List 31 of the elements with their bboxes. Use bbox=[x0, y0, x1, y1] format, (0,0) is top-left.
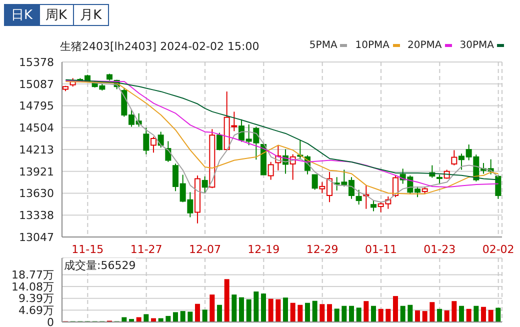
y-tick-label: 14504 bbox=[19, 122, 54, 135]
y-tick-label: 14.08万 bbox=[12, 280, 54, 294]
legend-label: 5PMA bbox=[309, 40, 338, 51]
y-tick-label: 9.39万 bbox=[18, 292, 54, 306]
legend-label: 20PMA bbox=[408, 40, 442, 51]
legend-label: 10PMA bbox=[355, 40, 390, 51]
x-tick-label: 01-11 bbox=[365, 242, 397, 256]
x-tick-label: 12-07 bbox=[189, 242, 221, 256]
x-tick-label: 02-02 bbox=[482, 242, 514, 256]
y-tick-label: 13921 bbox=[19, 165, 54, 178]
x-tick-label: 11-15 bbox=[72, 242, 104, 256]
legend-label: 30PMA bbox=[460, 40, 494, 51]
y-tick-label: 0 bbox=[47, 316, 54, 327]
y-tick-label: 13630 bbox=[19, 187, 54, 200]
chart-title: 生猪2403[lh2403] 2024-02-02 15:00 bbox=[60, 39, 260, 54]
y-tick-label: 14213 bbox=[19, 143, 54, 156]
text: 月K bbox=[73, 4, 109, 26]
y-tick-label: 13047 bbox=[19, 230, 54, 244]
x-tick-label: 12-19 bbox=[248, 242, 280, 256]
x-tick-label: 11-27 bbox=[130, 242, 162, 256]
y-tick-label: 14795 bbox=[19, 100, 54, 113]
y-tick-label: 15378 bbox=[19, 56, 54, 69]
y-tick-label: 15087 bbox=[19, 78, 54, 91]
text: 日K bbox=[4, 4, 40, 26]
x-tick-label: 12-29 bbox=[306, 242, 338, 256]
x-tick-label: 01-23 bbox=[424, 242, 456, 256]
text: 周K bbox=[38, 4, 74, 26]
chart-title: 成交量:56529 bbox=[64, 258, 136, 273]
y-tick-label: 4.69万 bbox=[18, 304, 54, 318]
y-tick-label: 18.77万 bbox=[12, 268, 54, 282]
y-tick-label: 13338 bbox=[19, 209, 54, 222]
